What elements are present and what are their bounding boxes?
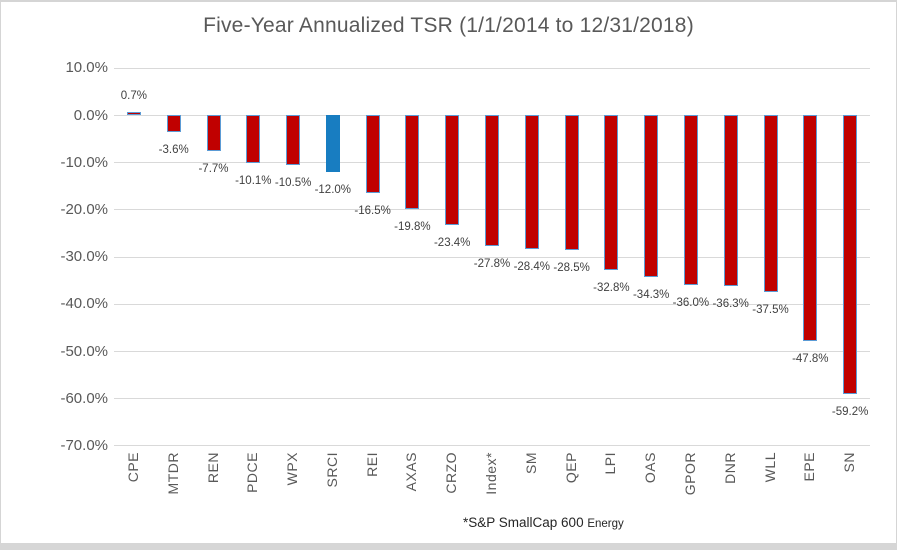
bar-value-label: -47.8% <box>792 352 829 365</box>
x-tick-label: LPI <box>602 452 619 475</box>
bar <box>445 115 460 226</box>
footnote-main: *S&P SmallCap 600 <box>463 515 584 530</box>
bar-value-label: -59.2% <box>831 406 869 419</box>
x-tick-label: REI <box>363 452 380 477</box>
x-tick-label: SM <box>522 452 539 474</box>
bar-value-label: -3.6% <box>158 144 189 156</box>
bar-value-label: -10.1% <box>235 174 272 187</box>
bar-value-label: -37.5% <box>752 304 789 316</box>
y-tick-label: -10.0% <box>60 153 108 171</box>
x-tick-label: REN <box>204 452 221 484</box>
y-tick-label: -60.0% <box>60 389 108 407</box>
bar-value-label: -34.3% <box>632 288 670 301</box>
y-tick-label: -70.0% <box>60 436 108 454</box>
x-tick-label: MTDR <box>164 452 181 495</box>
x-tick-label: CPE <box>124 452 141 483</box>
x-tick-label: OAS <box>642 452 659 484</box>
bar <box>365 115 380 193</box>
bar-value-label: -28.5% <box>553 261 590 274</box>
bar-value-label: -16.5% <box>354 204 391 217</box>
bar-value-label: -12.0% <box>314 183 352 196</box>
bar <box>166 115 181 132</box>
x-tick-label: QEP <box>562 452 579 484</box>
y-tick-label: -40.0% <box>60 295 108 313</box>
bar <box>126 111 141 115</box>
bar-value-label: -27.8% <box>473 258 511 271</box>
x-tick-label: GPOR <box>681 452 698 496</box>
bar-value-label: -28.4% <box>513 261 551 273</box>
y-tick-label: 0.0% <box>73 106 108 124</box>
bar <box>524 115 539 249</box>
footnote-suffix: Energy <box>587 518 624 530</box>
bar <box>843 115 858 395</box>
bar <box>683 115 698 285</box>
gridline <box>114 303 870 305</box>
bar-value-label: 0.7% <box>120 89 147 102</box>
x-tick-label: SN <box>841 452 858 473</box>
y-tick-label: -50.0% <box>60 342 108 360</box>
x-tick-label: WLL <box>761 452 778 483</box>
bar-value-label: -19.8% <box>394 220 431 233</box>
bar <box>325 115 340 172</box>
gridline <box>114 256 870 258</box>
x-tick-label: CRZO <box>443 452 460 494</box>
chart-title: Five-Year Annualized TSR (1/1/2014 to 12… <box>203 14 694 37</box>
bar-value-label: -36.3% <box>712 298 749 311</box>
bar <box>485 115 499 247</box>
bar <box>405 115 420 209</box>
bar-value-label: -7.7% <box>198 163 229 176</box>
bar <box>564 115 579 250</box>
bar-value-label: -32.8% <box>593 281 630 294</box>
bar-value-label: -36.0% <box>672 296 710 309</box>
x-tick-label: Index* <box>483 452 499 495</box>
x-tick-label: WPX <box>284 452 301 486</box>
x-tick-label: EPE <box>801 452 818 482</box>
y-tick-label: -20.0% <box>60 200 108 218</box>
bar-value-label: -23.4% <box>433 237 471 250</box>
bar <box>763 115 778 292</box>
y-tick-label: -30.0% <box>60 248 108 266</box>
gridline <box>114 398 870 400</box>
x-tick-label: DNR <box>721 452 738 484</box>
gridline <box>114 67 870 69</box>
gridline <box>114 351 870 352</box>
gridline <box>114 445 870 447</box>
x-tick-label: AXAS <box>403 452 420 492</box>
x-tick-label: SRCI <box>323 452 340 488</box>
bar <box>206 115 221 152</box>
bar <box>723 115 738 287</box>
bar-value-label: -10.5% <box>274 176 312 189</box>
footnote: *S&P SmallCap 600 Energy <box>463 515 624 530</box>
y-tick-label: 10.0% <box>65 59 108 77</box>
bar <box>803 115 818 341</box>
bar <box>246 115 261 163</box>
bar <box>286 115 301 165</box>
bar <box>644 115 659 277</box>
bar <box>604 115 619 270</box>
x-tick-label: PDCE <box>244 452 261 493</box>
